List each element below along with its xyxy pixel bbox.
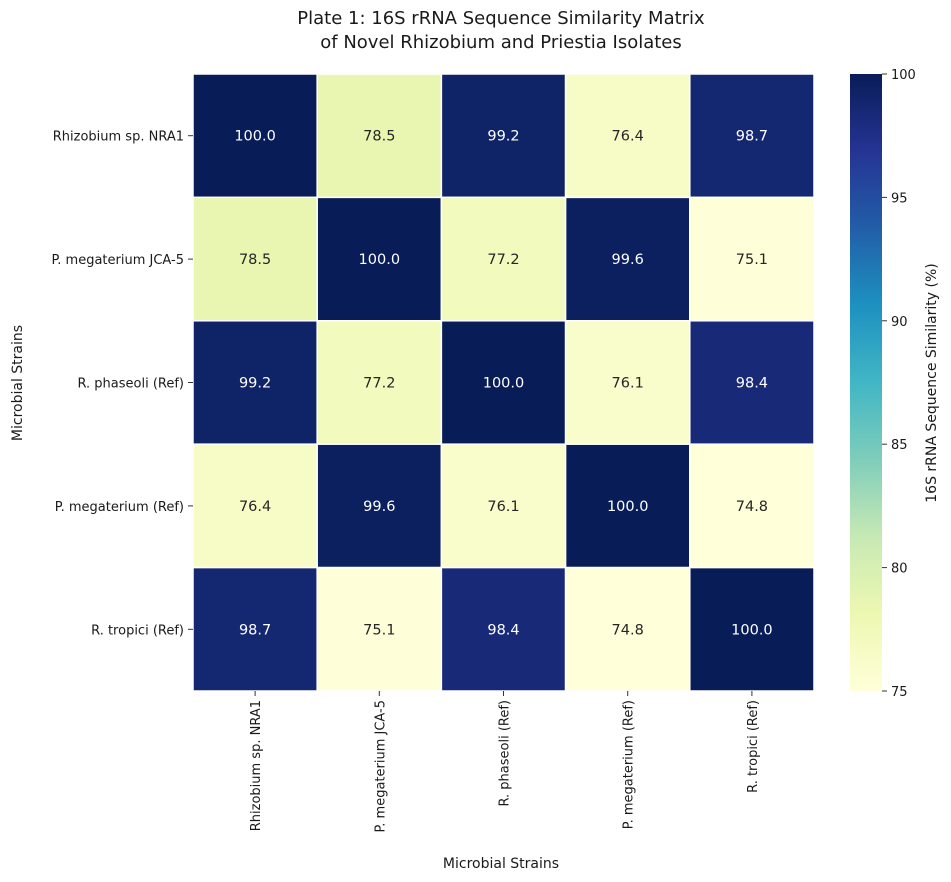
x-axis-label: Microbial Strains xyxy=(443,856,559,872)
heatmap-cell xyxy=(689,196,815,322)
heatmap-cell xyxy=(689,443,815,569)
cell-value-label: 78.5 xyxy=(239,252,271,268)
heatmap-cells: 100.0 78.5 99.2 76.4 98.7 78.5 100.0 77.2 99.6 75… xyxy=(192,73,815,692)
heatmap-cell xyxy=(440,73,567,199)
cell-value-label: 77.2 xyxy=(363,376,395,392)
colorbar-gradient xyxy=(850,74,882,691)
cell-value-label: 100.0 xyxy=(607,499,649,515)
x-tick-label: P. megaterium (Ref) xyxy=(622,700,637,829)
heatmap-cell xyxy=(316,566,443,692)
colorbar-tick-label: 85 xyxy=(891,438,908,453)
colorbar-tick-label: 90 xyxy=(891,315,908,330)
y-tick-label: P. megaterium (Ref) xyxy=(55,500,184,515)
cell-value-label: 98.4 xyxy=(736,376,768,392)
heatmap-cell xyxy=(192,196,318,322)
cell-value-label: 77.2 xyxy=(487,252,519,268)
heatmap-cell xyxy=(316,443,443,569)
heatmap-cell xyxy=(440,320,567,445)
cell-value-label: 75.1 xyxy=(736,252,768,268)
heatmap-cell xyxy=(564,443,691,569)
colorbar-label: 16S rRNA Sequence Similarity (%) xyxy=(924,263,940,503)
cell-value-label: 98.7 xyxy=(239,622,271,638)
heatmap-cell xyxy=(192,566,318,692)
heatmap-cell xyxy=(564,320,691,445)
cell-value-label: 99.2 xyxy=(239,376,271,392)
chart-title-line-1: Plate 1: 16S rRNA Sequence Similarity Ma… xyxy=(297,8,705,29)
cell-value-label: 100.0 xyxy=(731,622,773,638)
cell-value-label: 99.6 xyxy=(612,252,644,268)
cell-value-label: 99.2 xyxy=(487,129,519,145)
x-tick-label: Rhizobium sp. NRA1 xyxy=(249,700,264,831)
heatmap-cell xyxy=(689,566,815,692)
cell-value-label: 99.6 xyxy=(363,499,395,515)
cell-value-label: 74.8 xyxy=(736,499,768,515)
cell-value-label: 76.4 xyxy=(239,499,271,515)
y-axis-label: Microbial Strains xyxy=(10,325,26,441)
heatmap-cell xyxy=(689,73,815,199)
x-axis-ticks: Rhizobium sp. NRA1 P. megaterium JCA-5 R. … xyxy=(249,691,761,833)
y-axis-ticks: Rhizobium sp. NRA1 P. megaterium JCA-5 R. … xyxy=(51,130,193,638)
colorbar-tick-label: 75 xyxy=(891,685,908,700)
heatmap-cell xyxy=(440,196,567,322)
cell-value-label: 76.4 xyxy=(612,129,644,145)
cell-value-label: 75.1 xyxy=(363,622,395,638)
colorbar-ticks: 75 80 85 90 95 100 xyxy=(882,68,916,700)
cell-value-label: 76.1 xyxy=(487,499,519,515)
x-tick-label: R. phaseoli (Ref) xyxy=(498,700,513,807)
heatmap-cell xyxy=(689,320,815,445)
heatmap-cell xyxy=(316,320,443,445)
heatmap-cell xyxy=(440,443,567,569)
chart-title-line-2: of Novel Rhizobium and Priestia Isolates xyxy=(320,32,682,53)
heatmap-cell xyxy=(440,566,567,692)
cell-value-label: 100.0 xyxy=(234,129,276,145)
colorbar-tick-label: 100 xyxy=(891,68,916,83)
cell-value-label: 76.1 xyxy=(612,376,644,392)
y-tick-label: Rhizobium sp. NRA1 xyxy=(53,130,184,145)
colorbar-tick-label: 80 xyxy=(891,562,908,577)
y-tick-label: R. tropici (Ref) xyxy=(91,623,184,638)
heatmap-cell xyxy=(192,73,318,199)
cell-value-label: 100.0 xyxy=(483,376,525,392)
x-tick-label: P. megaterium JCA-5 xyxy=(373,700,388,833)
y-tick-label: P. megaterium JCA-5 xyxy=(51,253,184,268)
cell-value-label: 100.0 xyxy=(359,252,401,268)
cell-value-label: 78.5 xyxy=(363,129,395,145)
cell-value-label: 98.4 xyxy=(487,622,519,638)
colorbar-tick-label: 95 xyxy=(891,191,908,206)
heatmap-cell xyxy=(316,73,443,199)
cell-value-label: 74.8 xyxy=(612,622,644,638)
y-tick-label: R. phaseoli (Ref) xyxy=(77,377,184,392)
x-tick-label: R. tropici (Ref) xyxy=(746,700,761,793)
cell-value-label: 98.7 xyxy=(736,129,768,145)
colorbar: 75 80 85 90 95 100 16S rRNA Sequence Similari… xyxy=(850,68,940,700)
heatmap-cell xyxy=(564,73,691,199)
chart-title: Plate 1: 16S rRNA Sequence Similarity Ma… xyxy=(297,8,705,53)
